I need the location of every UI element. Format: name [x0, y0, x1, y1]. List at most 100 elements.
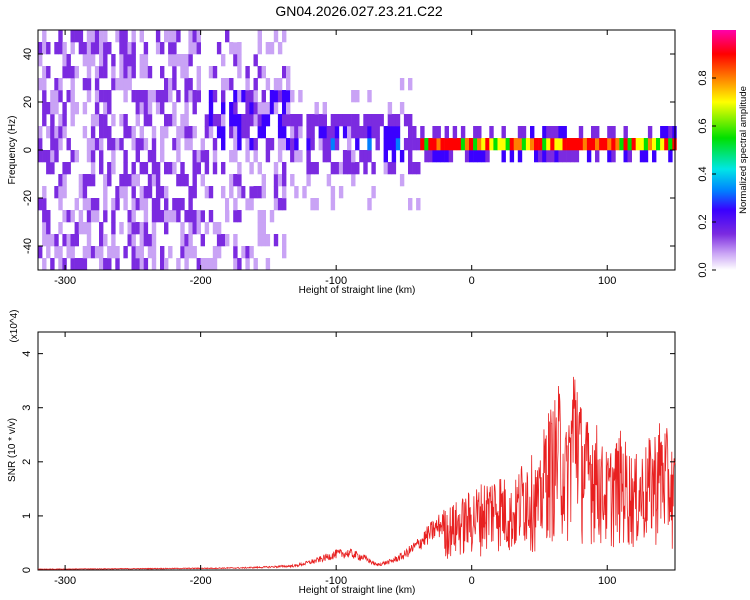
spectrogram-cell — [595, 138, 600, 151]
spectrogram-cell — [249, 102, 254, 115]
spectrogram-cell — [428, 138, 433, 151]
spectrogram-cell — [591, 126, 596, 139]
spectrogram-cell — [282, 186, 287, 199]
spectrogram-cell — [367, 138, 372, 151]
spectrogram-cell — [204, 102, 210, 115]
spectrogram-cell — [473, 138, 478, 151]
spectrogram-cell — [99, 114, 104, 127]
spectrogram-cell — [668, 150, 673, 163]
spectrogram-cell — [408, 114, 413, 127]
spectrogram-cell — [371, 126, 376, 139]
spectrogram-cell — [188, 42, 193, 55]
spectrogram-cell — [184, 90, 189, 103]
spectrogram-cell — [99, 234, 104, 247]
spectrogram-cell — [355, 162, 360, 175]
spectrogram-cell — [70, 114, 75, 127]
spectrogram-x-tick-label: 0 — [469, 275, 475, 287]
spectrogram-cell — [184, 114, 189, 127]
spectrogram-cell — [196, 66, 201, 79]
spectrogram-cell — [249, 162, 254, 175]
spectrogram-cell — [619, 138, 624, 151]
spectrogram-cell — [131, 174, 136, 187]
snr-x-tick-label: 100 — [598, 575, 616, 587]
spectrogram-cell — [143, 114, 149, 127]
spectrogram-cell — [66, 234, 71, 247]
spectrogram-cell — [322, 102, 327, 115]
spectrogram-cell — [298, 114, 303, 127]
spectrogram-cell — [334, 126, 340, 139]
spectrogram-cell — [103, 126, 108, 139]
spectrogram-cell — [521, 126, 527, 139]
spectrogram-cell — [237, 186, 242, 199]
spectrogram-cell — [66, 90, 71, 103]
spectrogram-cell — [70, 78, 75, 91]
spectrogram-cell — [127, 42, 132, 55]
spectrogram-cell — [164, 198, 169, 211]
spectrogram-cell — [562, 126, 567, 139]
spectrogram-cell — [111, 66, 116, 79]
spectrogram-x-label: Height of straight line (km) — [299, 285, 416, 296]
spectrogram-cell — [123, 246, 128, 259]
spectrogram-cell — [408, 162, 413, 175]
spectrogram-cell — [221, 234, 226, 247]
spectrogram-cell — [160, 102, 165, 115]
spectrogram-cell — [395, 126, 401, 139]
spectrogram-cell — [257, 42, 262, 55]
spectrogram-cell — [184, 258, 189, 271]
spectrogram-cell — [216, 42, 222, 55]
spectrogram-cell — [70, 234, 75, 247]
spectrogram-cell — [192, 42, 197, 55]
spectrogram-cell — [119, 54, 124, 67]
spectrogram-cell — [286, 114, 291, 127]
spectrogram-cell — [269, 102, 275, 115]
spectrogram-cell — [643, 150, 649, 163]
spectrogram-cell — [391, 138, 397, 151]
spectrogram-cell — [176, 138, 181, 151]
spectrogram-cell — [298, 150, 303, 163]
spectrogram-cell — [351, 150, 356, 163]
spectrogram-cell — [249, 90, 254, 103]
spectrogram-cell — [168, 114, 173, 127]
spectrogram-cell — [595, 126, 600, 139]
spectrogram-cell — [554, 150, 559, 163]
spectrogram-cell — [639, 150, 645, 163]
spectrogram-cell — [200, 174, 205, 187]
spectrogram-cell — [46, 150, 51, 163]
spectrogram-cell — [249, 174, 254, 187]
spectrogram-cell — [38, 126, 43, 139]
spectrogram-cell — [131, 258, 136, 271]
spectrogram-cell — [192, 174, 197, 187]
spectrogram-cell — [160, 66, 165, 79]
spectrogram-cell — [160, 90, 165, 103]
spectrogram-cell — [188, 126, 193, 139]
snr-series-line — [37, 376, 676, 570]
spectrogram-cell — [82, 102, 88, 115]
spectrogram-cell — [448, 150, 454, 163]
spectrogram-cell — [111, 54, 116, 67]
spectrogram-cell — [58, 246, 63, 259]
spectrogram-cell — [135, 222, 140, 235]
spectrogram-cell — [46, 42, 51, 55]
spectrogram-y-tick-label: -40 — [22, 238, 34, 254]
spectrogram-cell — [249, 186, 254, 199]
spectrogram-cell — [82, 186, 88, 199]
spectrogram-cell — [237, 138, 242, 151]
spectrogram-cell — [127, 54, 132, 67]
spectrogram-cell — [241, 246, 246, 259]
spectrogram-cell — [245, 246, 250, 259]
spectrogram-cell — [143, 258, 149, 271]
spectrogram-cell — [355, 114, 360, 127]
spectrogram-cell — [334, 162, 340, 175]
spectrogram-cell — [58, 126, 63, 139]
spectrogram-cell — [221, 126, 226, 139]
spectrogram-cell — [164, 222, 169, 235]
spectrogram-cell — [111, 114, 116, 127]
spectrogram-cell — [86, 138, 92, 151]
spectrogram-cell — [184, 126, 189, 139]
spectrogram-cell — [151, 138, 157, 151]
spectrogram-cell — [188, 186, 193, 199]
spectrogram-cell — [314, 198, 319, 211]
spectrogram-cell — [143, 210, 149, 223]
spectrogram-cell — [62, 210, 67, 223]
spectrogram-cell — [265, 114, 271, 127]
